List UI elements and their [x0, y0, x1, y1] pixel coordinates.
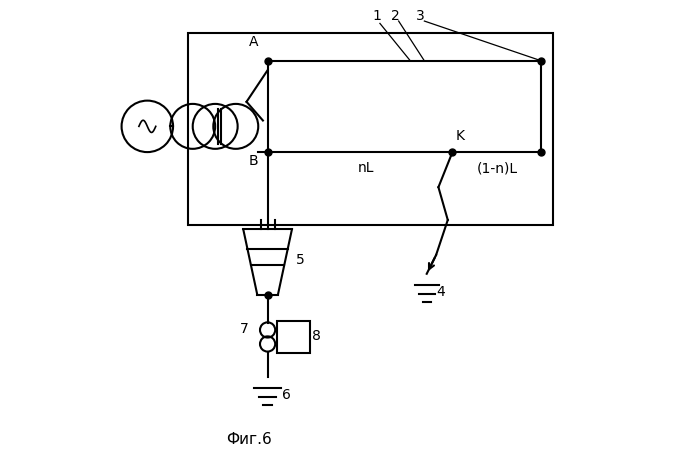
Text: K: K	[455, 129, 464, 143]
Text: 2: 2	[391, 9, 400, 23]
Text: 3: 3	[417, 9, 425, 23]
Text: B: B	[249, 154, 258, 168]
Text: 1: 1	[372, 9, 381, 23]
Bar	[188, 33, 553, 225]
Text: 5: 5	[296, 253, 305, 267]
Text: A: A	[249, 35, 258, 49]
Text: (1-n)L: (1-n)L	[476, 161, 517, 176]
Text: 6: 6	[282, 388, 291, 402]
Text: 4: 4	[436, 285, 445, 300]
Text: Фиг.6: Фиг.6	[226, 432, 272, 447]
Bar	[277, 321, 310, 353]
Text: nL: nL	[358, 161, 374, 176]
Text: 8: 8	[312, 329, 321, 343]
Text: 7: 7	[240, 322, 249, 336]
